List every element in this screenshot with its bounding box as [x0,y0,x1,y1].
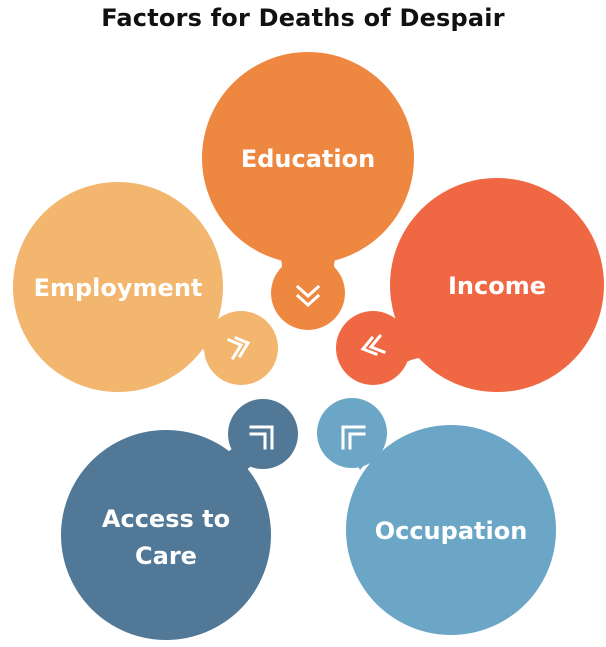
bubble-income [390,178,604,392]
chevron-down-icon [295,284,321,308]
node-income: Income [336,178,604,392]
label-access-to-care-line-2: Care [135,542,197,570]
node-employment: Employment [13,182,278,392]
label-access-to-care-line-1: Access to [102,505,230,533]
chevron-down-left-icon [360,333,386,356]
bubble-occupation [346,425,556,635]
knob-education [271,256,345,330]
bubble-education [202,52,414,264]
label-income: Income [448,272,546,300]
node-education: Education [202,52,414,330]
node-occupation: Occupation [317,398,556,635]
bubble-employment [13,182,223,392]
label-occupation: Occupation [375,517,528,545]
knob-employment [204,311,278,385]
chevron-down-right-icon [227,336,251,361]
label-education: Education [241,145,375,173]
diagram-title: Factors for Deaths of Despair [101,4,505,32]
bubble-access-to-care [61,430,271,640]
node-access-to-care: Access to Care [61,399,298,640]
chevron-up-left-icon [341,425,366,450]
label-employment: Employment [34,274,203,302]
chevron-up-right-icon [249,425,274,450]
